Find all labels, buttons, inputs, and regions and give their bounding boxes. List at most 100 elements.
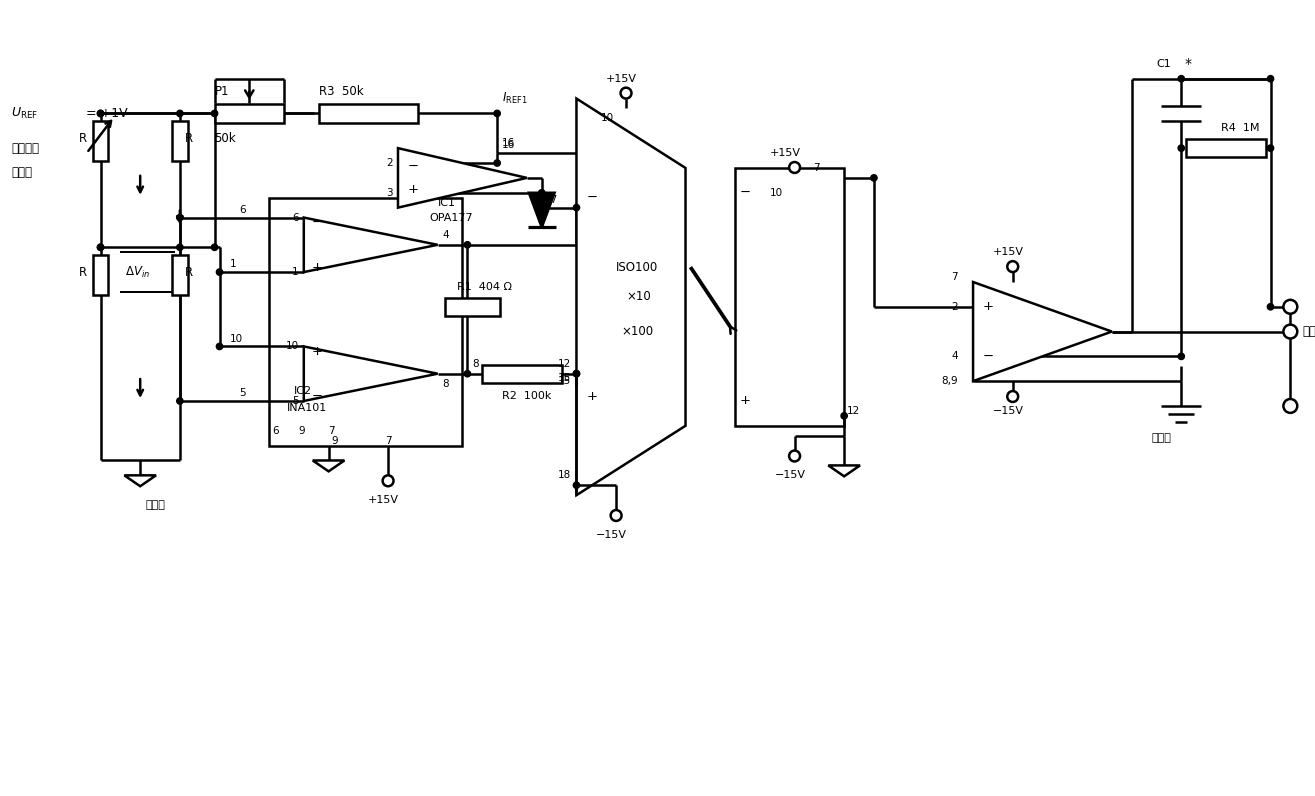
Text: 12: 12	[559, 359, 572, 369]
Text: = +1V: = +1V	[85, 107, 128, 120]
Text: 7: 7	[952, 272, 959, 282]
Polygon shape	[973, 282, 1112, 381]
Text: 15: 15	[559, 373, 572, 383]
Text: ×10: ×10	[626, 291, 651, 303]
Circle shape	[539, 205, 544, 211]
Circle shape	[464, 370, 471, 377]
Text: 4: 4	[952, 351, 959, 361]
Text: 5: 5	[292, 396, 299, 406]
Circle shape	[1007, 261, 1018, 272]
Circle shape	[212, 111, 218, 116]
Text: R: R	[79, 131, 87, 145]
Bar	[92, 256, 108, 295]
Polygon shape	[125, 475, 156, 486]
Text: R4  1M: R4 1M	[1220, 123, 1260, 133]
Polygon shape	[735, 168, 844, 426]
Text: 16: 16	[502, 139, 515, 148]
Text: R1  404 Ω: R1 404 Ω	[458, 282, 513, 292]
Text: R2  100k: R2 100k	[502, 391, 551, 400]
Text: P1: P1	[214, 85, 229, 98]
Bar	[172, 121, 188, 161]
Text: 输出地: 输出地	[1152, 433, 1172, 443]
Polygon shape	[576, 99, 685, 495]
Text: −: −	[984, 350, 994, 363]
Text: R: R	[185, 131, 193, 145]
Text: 18: 18	[559, 470, 572, 480]
Text: 9: 9	[299, 426, 305, 435]
Circle shape	[573, 482, 580, 489]
Text: ISO100: ISO100	[617, 260, 659, 274]
Text: 10: 10	[229, 334, 242, 344]
Circle shape	[494, 111, 500, 116]
Circle shape	[1268, 145, 1274, 151]
Polygon shape	[828, 466, 860, 476]
Circle shape	[842, 412, 847, 419]
Text: +15V: +15V	[993, 248, 1024, 257]
Text: 10: 10	[769, 188, 782, 197]
Text: 1: 1	[292, 267, 299, 277]
Text: 16: 16	[502, 140, 515, 150]
Text: −: −	[408, 159, 419, 173]
Circle shape	[573, 370, 580, 377]
Text: +: +	[408, 183, 419, 197]
Text: +: +	[984, 300, 994, 314]
Circle shape	[176, 214, 183, 220]
Circle shape	[789, 451, 800, 462]
Bar	[214, 103, 284, 123]
Text: +15V: +15V	[368, 495, 400, 505]
Bar	[172, 256, 188, 295]
Text: 15: 15	[559, 377, 572, 386]
Text: 12: 12	[847, 406, 860, 416]
Circle shape	[494, 160, 500, 166]
Bar	[92, 121, 108, 161]
Text: −: −	[586, 191, 597, 205]
Circle shape	[97, 111, 104, 116]
Text: 50k: 50k	[214, 131, 237, 145]
Text: 传感器: 传感器	[12, 166, 33, 179]
Text: +: +	[312, 345, 322, 358]
Circle shape	[621, 88, 631, 99]
Text: R3  50k: R3 50k	[318, 85, 363, 98]
Text: −: −	[312, 216, 323, 229]
Text: 10: 10	[601, 113, 614, 123]
Text: 4: 4	[443, 230, 450, 240]
Circle shape	[573, 370, 580, 377]
Text: *: *	[1185, 57, 1191, 71]
Text: +: +	[586, 389, 597, 403]
Circle shape	[1283, 300, 1298, 314]
Text: −: −	[740, 186, 751, 199]
Circle shape	[1283, 399, 1298, 413]
Text: $U_{\rm REF}$: $U_{\rm REF}$	[12, 106, 38, 121]
Circle shape	[871, 174, 877, 181]
Polygon shape	[398, 148, 527, 208]
Circle shape	[212, 244, 218, 251]
Text: 3: 3	[387, 188, 393, 197]
Text: 6: 6	[272, 426, 279, 435]
Text: 17: 17	[544, 195, 558, 205]
Circle shape	[176, 111, 183, 116]
Circle shape	[464, 242, 471, 248]
Circle shape	[539, 189, 544, 196]
Polygon shape	[529, 193, 555, 228]
Text: 8,9: 8,9	[942, 377, 959, 386]
Text: −: −	[312, 389, 323, 403]
Text: 7: 7	[813, 163, 819, 173]
Text: OPA177: OPA177	[430, 213, 473, 223]
Text: −15V: −15V	[596, 530, 627, 540]
Circle shape	[1283, 325, 1298, 338]
Text: C1: C1	[1157, 59, 1172, 69]
Text: 7: 7	[385, 435, 392, 446]
Text: 2: 2	[952, 302, 959, 312]
Circle shape	[610, 510, 622, 521]
Polygon shape	[313, 460, 345, 471]
Polygon shape	[304, 346, 438, 401]
Text: +15V: +15V	[606, 74, 638, 84]
Text: 输入地: 输入地	[145, 500, 164, 510]
Text: 8: 8	[443, 379, 450, 388]
Circle shape	[573, 205, 580, 211]
Text: 6: 6	[292, 213, 299, 223]
Text: 7: 7	[329, 426, 335, 435]
Text: −15V: −15V	[993, 406, 1024, 416]
Circle shape	[1268, 303, 1274, 310]
Text: +: +	[740, 395, 751, 408]
